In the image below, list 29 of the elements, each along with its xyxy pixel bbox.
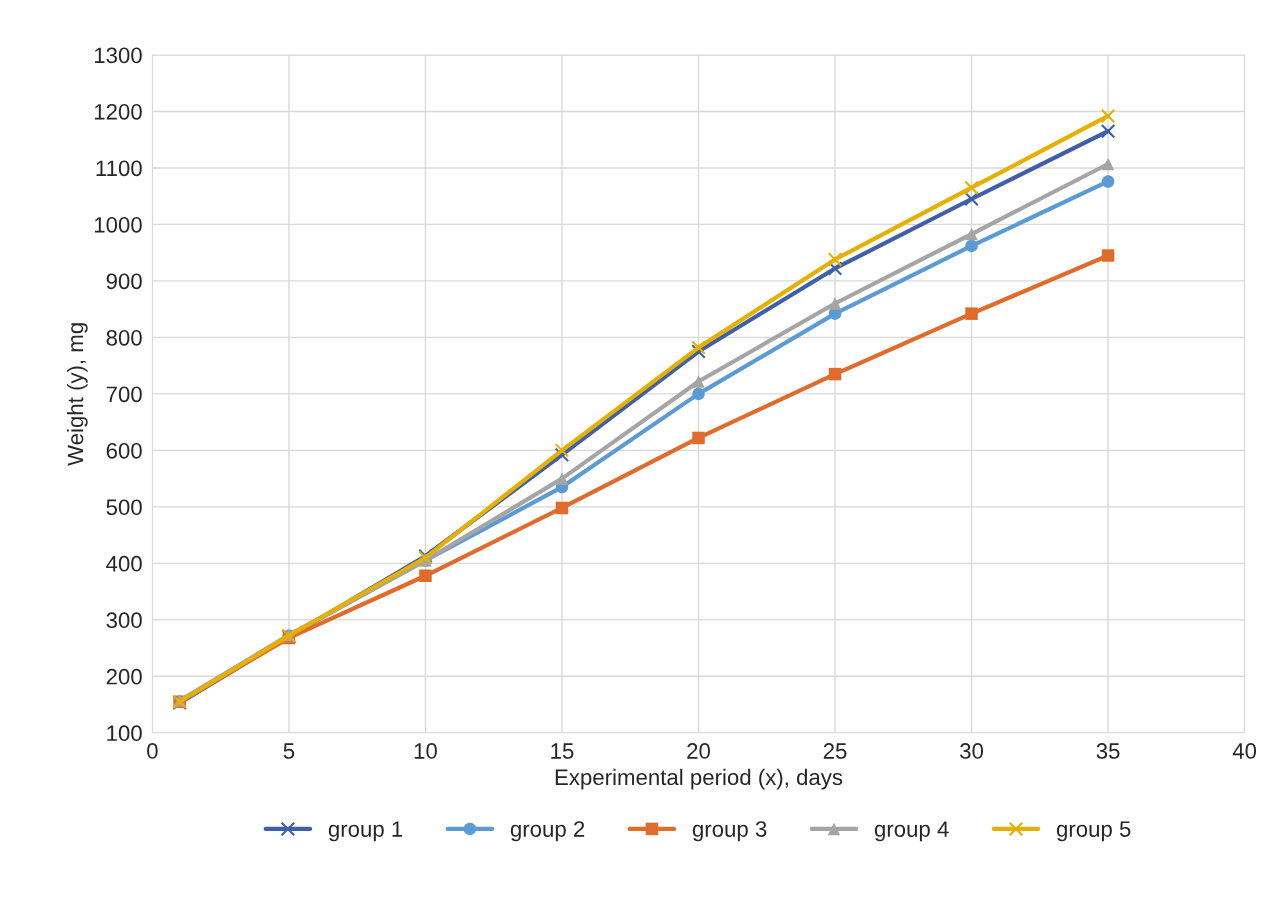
y-tick-label: 1300 (94, 47, 142, 64)
y-tick-label: 1000 (94, 216, 142, 233)
y-tick-label: 300 (106, 612, 142, 629)
x-tick-label: 15 (551, 743, 574, 759)
y-tick-label: 800 (106, 329, 142, 346)
x-tick-label: 40 (1232, 743, 1257, 759)
x-tick-label: 10 (414, 743, 437, 759)
y-tick-label: 200 (106, 668, 142, 685)
y-tick-label: 100 (107, 725, 142, 742)
x-tick-label: 35 (1096, 743, 1120, 759)
x-axis-title: Experimental period (x), days (555, 768, 843, 790)
y-axis-title: Weight (y), mg (66, 323, 88, 466)
y-tick-label: 700 (106, 386, 142, 403)
x-tick-label: 20 (687, 743, 710, 759)
x-tick-label: 5 (283, 743, 295, 759)
legend-label: group 4 (874, 821, 949, 842)
y-tick-label: 900 (106, 273, 142, 290)
y-tick-label: 500 (106, 499, 142, 516)
legend-label: group 3 (692, 821, 767, 842)
y-tick-label: 600 (106, 442, 142, 459)
y-tick-label: 400 (106, 555, 142, 572)
x-tick-label: 25 (823, 743, 847, 759)
legend-label: group 2 (510, 821, 585, 842)
x-tick-label: 30 (960, 743, 984, 759)
y-tick-label: 1200 (94, 103, 142, 120)
legend-label: group 5 (1056, 821, 1131, 842)
x-tick-label: 0 (147, 743, 158, 759)
y-tick-label: 1100 (96, 160, 142, 177)
legend-label: group 1 (328, 821, 403, 842)
